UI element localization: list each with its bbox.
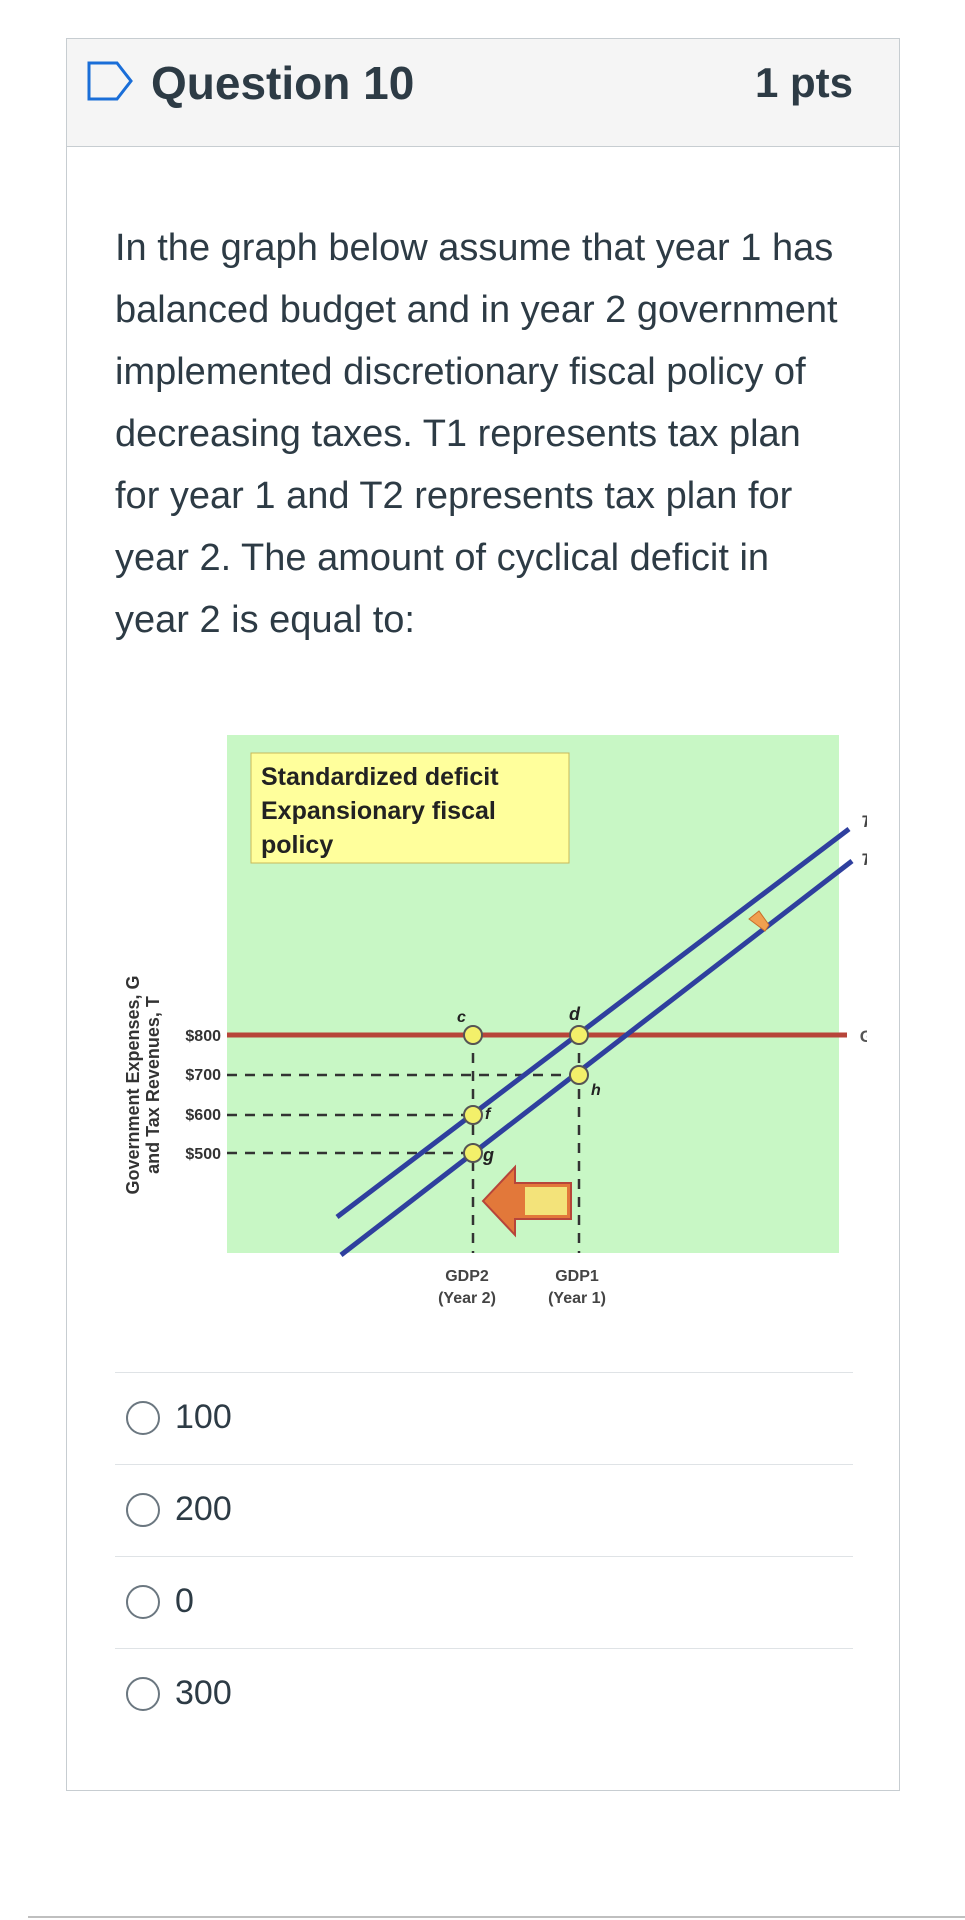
point-d-label: d [569,1004,581,1024]
point-f [463,1105,483,1125]
answer-option-1[interactable]: 100 [115,1372,853,1464]
y-tick-600: $600 [185,1107,221,1124]
y-tick-700: $700 [185,1067,221,1084]
point-g-label: g [482,1145,494,1165]
x-label-gdp2: GDP2 [445,1268,489,1285]
radio-button[interactable] [126,1493,160,1527]
answer-label[interactable]: 300 [175,1674,232,1712]
answer-label[interactable]: 0 [175,1582,194,1620]
point-c-label: c [457,1009,466,1026]
point-h [569,1065,589,1085]
y-axis-label-line1: Government Expenses, G [123,975,143,1194]
g-line-label: G [860,1027,867,1046]
answer-option-3[interactable]: 0 [115,1556,853,1648]
x-label-gdp1: GDP1 [555,1268,599,1285]
answer-option-2[interactable]: 200 [115,1464,853,1556]
question-title: Question 10 [151,57,415,109]
graph-title-line1: Standardized deficit [261,763,499,791]
question-text: In the graph below assume that year 1 ha… [115,227,838,641]
graph-title-line3: policy [261,831,333,859]
point-d [569,1025,589,1045]
answer-label[interactable]: 200 [175,1490,232,1528]
answer-list: 100 200 0 300 [115,1372,853,1740]
x-label-year2: (Year 2) [438,1290,496,1307]
question-header: Question 10 1 pts [67,39,899,147]
answer-option-4[interactable]: 300 [115,1648,853,1740]
graph-title-line2: Expansionary fiscal [261,797,496,825]
radio-button[interactable] [126,1585,160,1619]
y-tick-500: $500 [185,1146,221,1163]
radio-button[interactable] [126,1677,160,1711]
question-points: 1 pts [754,59,853,106]
question-card: Question 10 1 pts In the graph below ass… [66,38,900,1791]
y-tick-800: $800 [185,1028,221,1045]
t1-line [335,827,851,1219]
t1-line-label: T₁ [861,812,867,831]
radio-button[interactable] [126,1401,160,1435]
page-divider [28,1916,965,1918]
point-h-label: h [591,1082,601,1099]
t2-line-label: T₂ [861,850,867,869]
x-label-year1: (Year 1) [548,1290,606,1307]
point-c [463,1025,483,1045]
flag-question-icon[interactable] [87,61,133,101]
point-g [463,1143,483,1163]
tax-shift-arrow [748,910,770,932]
answer-label[interactable]: 100 [175,1398,232,1436]
gdp-shift-arrow-fill [525,1187,567,1215]
fiscal-policy-graph: Standardized deficit Expansionary fiscal… [123,735,867,1307]
y-axis-label-line2: and Tax Revenues, T [143,996,163,1174]
graph-title-box [250,752,570,864]
point-f-label: f [485,1106,492,1123]
